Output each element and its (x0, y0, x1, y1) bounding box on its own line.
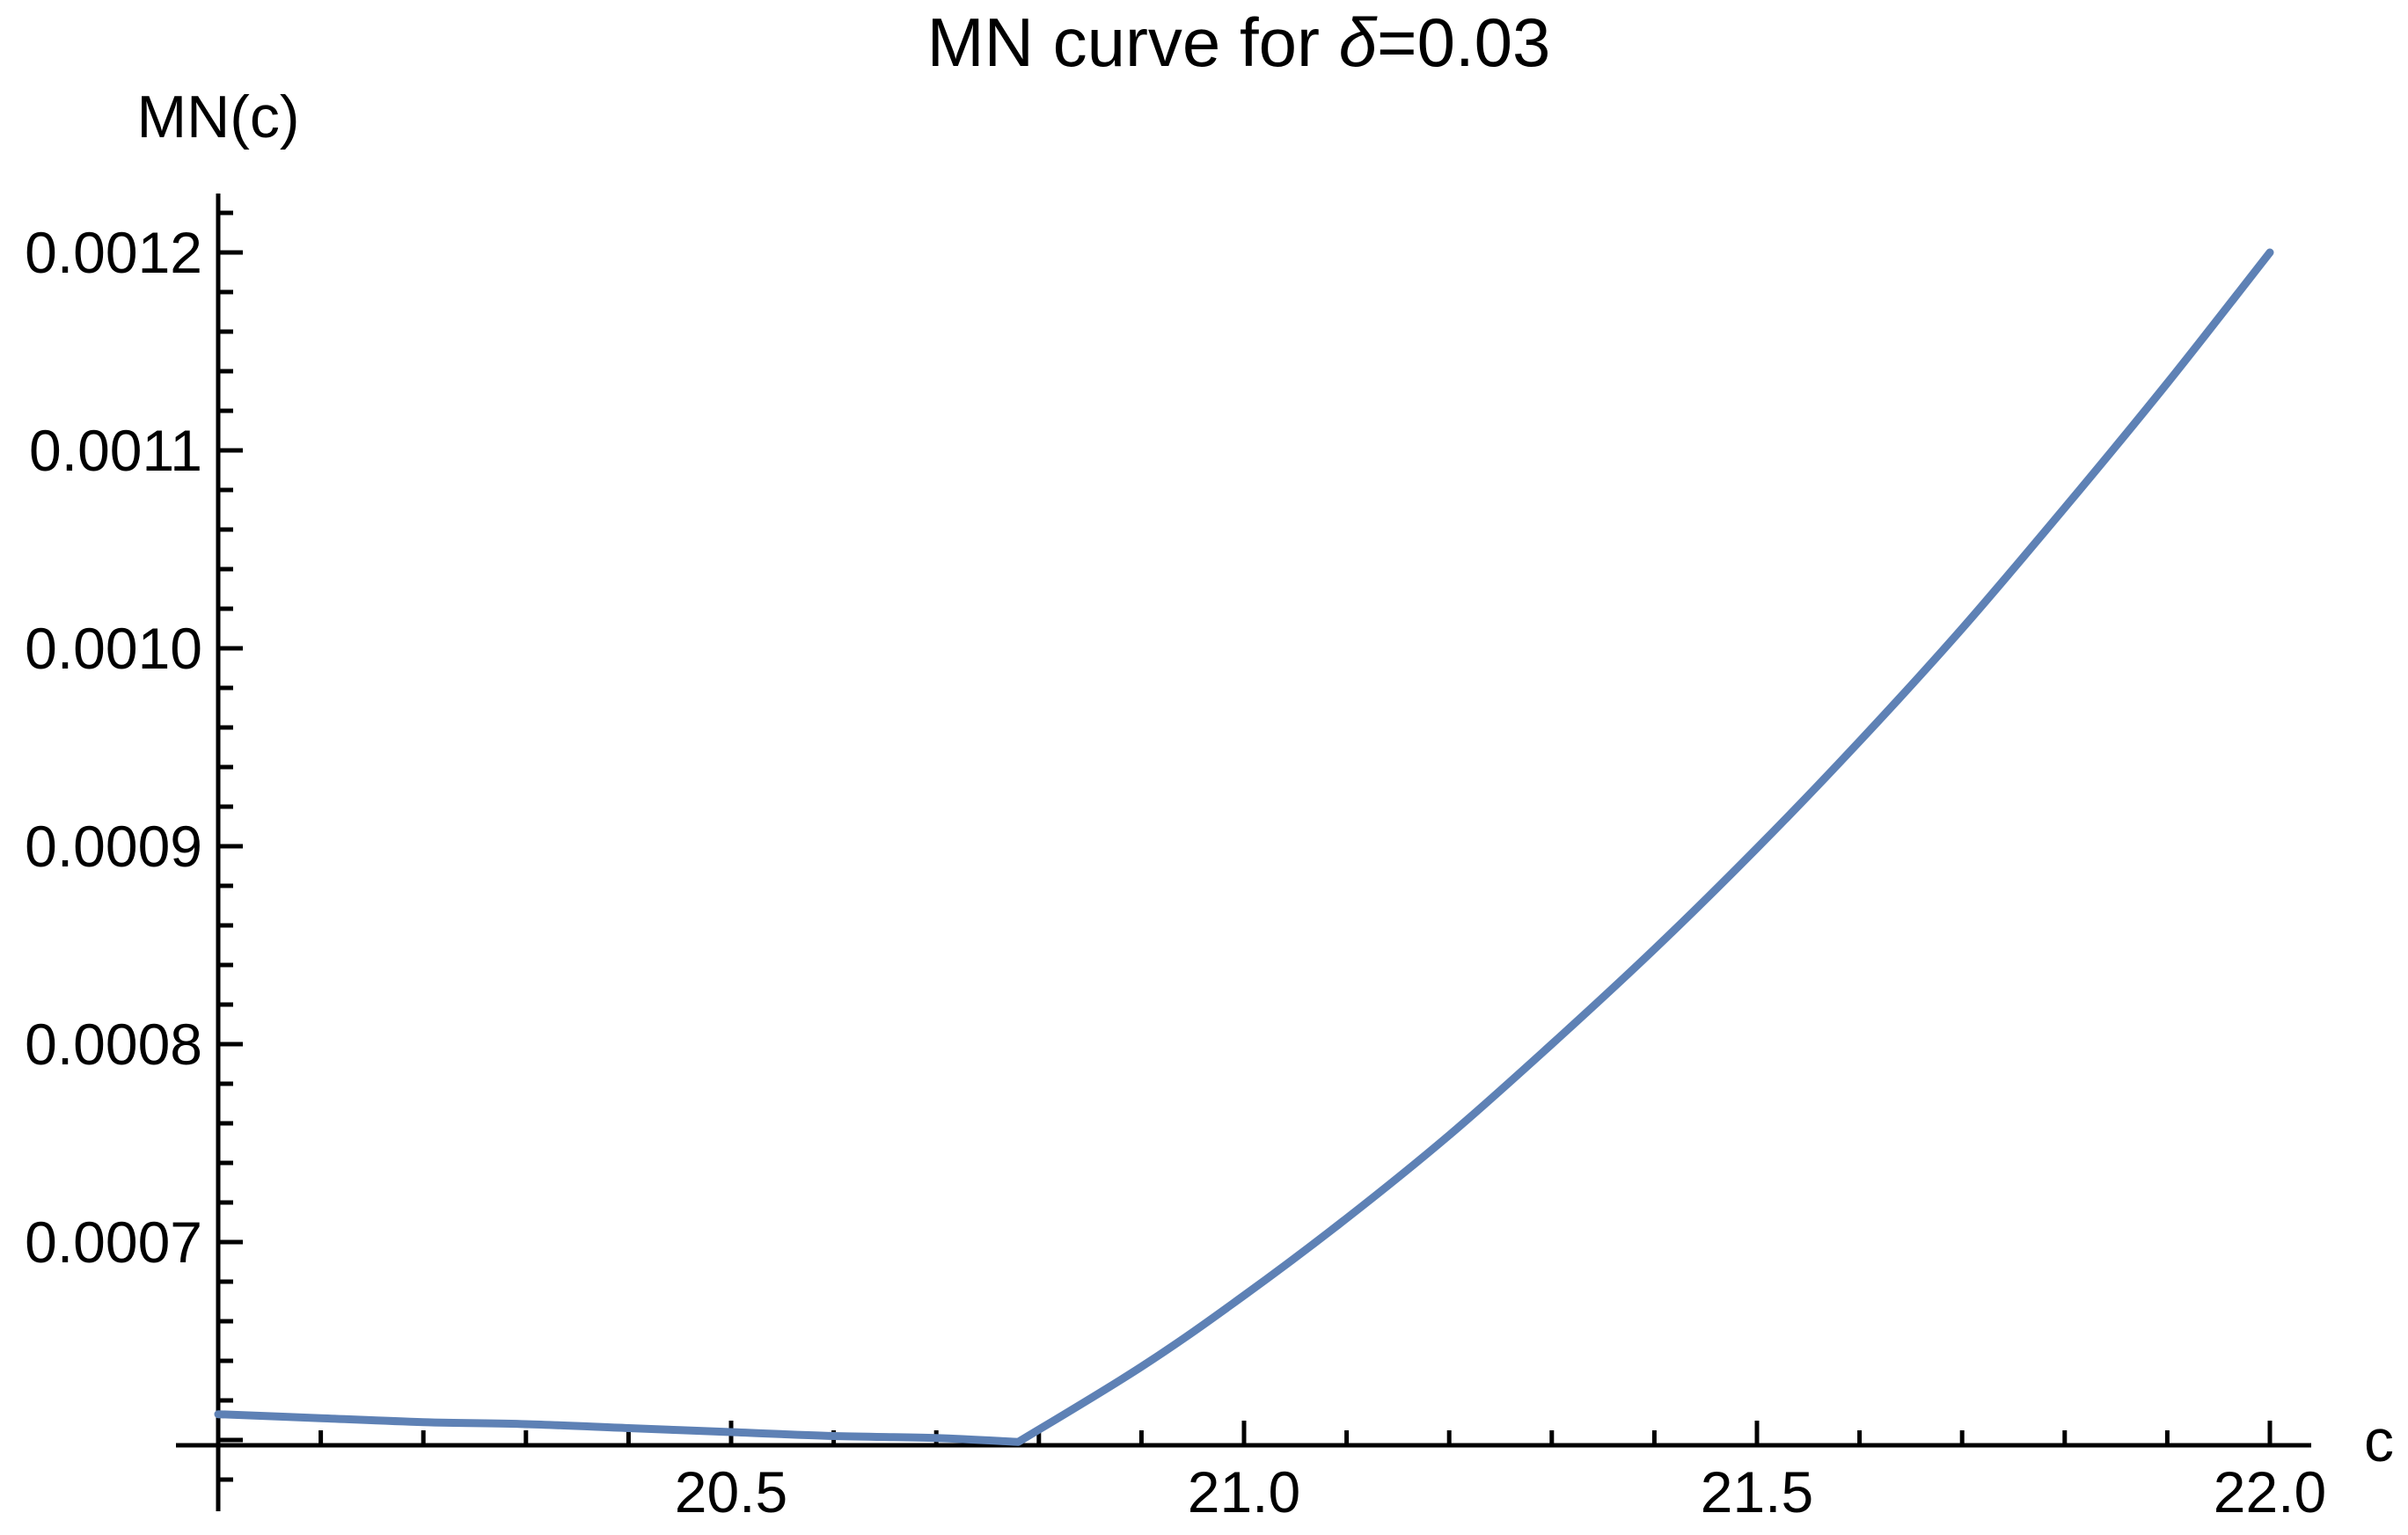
x-tick-label: 21.5 (1701, 1459, 1813, 1524)
delta-symbol: δ (1338, 4, 1378, 81)
y-tick-label: 0.0008 (25, 1012, 202, 1077)
y-tick-label: 0.0010 (25, 616, 202, 681)
x-tick-label: 21.0 (1188, 1459, 1300, 1524)
mn-curve-line (214, 248, 2274, 1446)
x-axis-label: c (2364, 1407, 2394, 1474)
x-tick-label: 22.0 (2214, 1459, 2326, 1524)
y-tick-label: 0.0011 (29, 418, 202, 483)
x-tick-label: 20.5 (675, 1459, 787, 1524)
y-tick-label: 0.0009 (25, 814, 202, 879)
plot-title: MN curve for δ=0.03 (927, 8, 1551, 77)
y-axis-label: MN(c) (136, 84, 300, 150)
y-tick-label: 0.0012 (25, 220, 202, 285)
plot-title-suffix: =0.03 (1377, 4, 1551, 81)
plot-title-prefix: MN curve for (926, 4, 1339, 81)
y-tick-label: 0.0007 (25, 1210, 202, 1275)
